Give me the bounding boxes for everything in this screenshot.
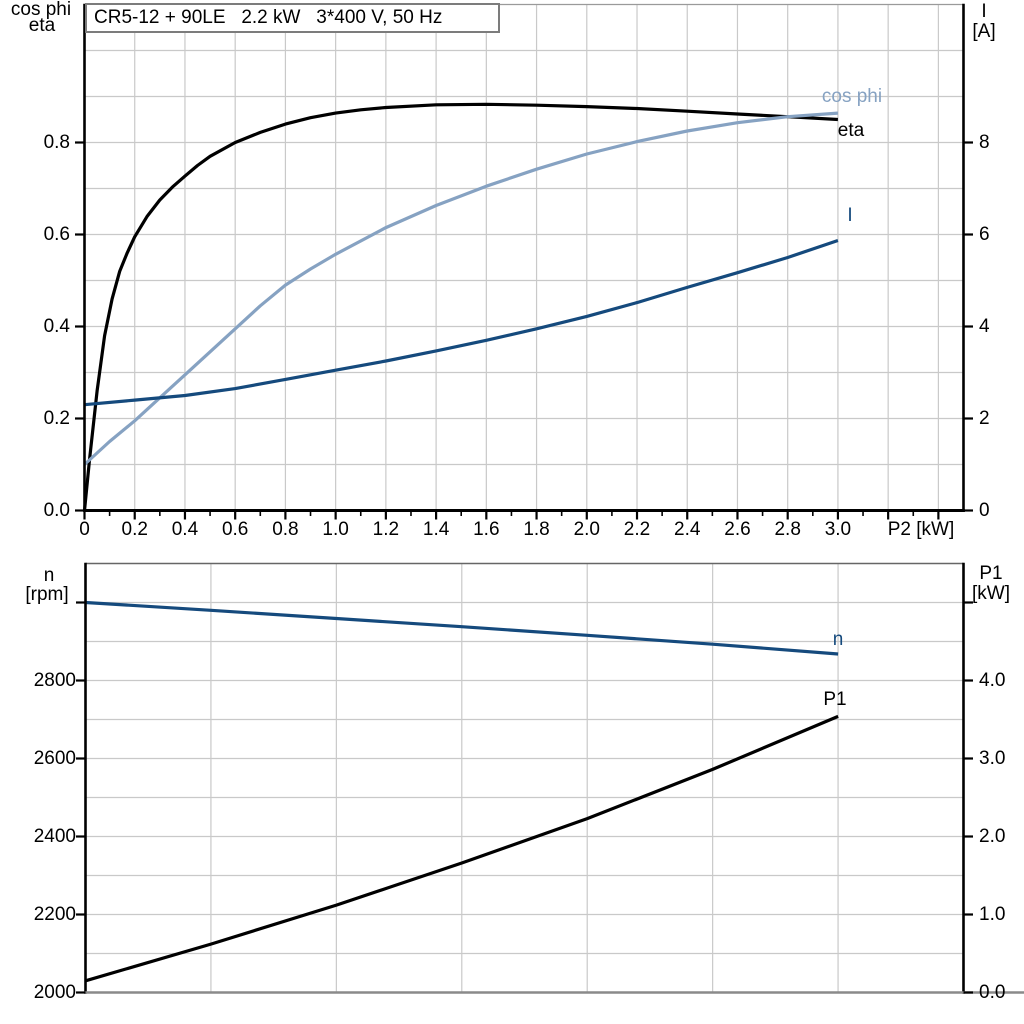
bottom-chart-curves bbox=[85, 600, 839, 983]
curve-n bbox=[85, 600, 839, 656]
bottom-chart-gridlines bbox=[85, 563, 964, 993]
curve-current bbox=[84, 238, 839, 407]
bottom-chart-axes bbox=[76, 562, 1024, 994]
curve-eta bbox=[82, 102, 838, 511]
curve-cos-phi bbox=[83, 111, 839, 466]
top-chart-axes bbox=[75, 3, 973, 520]
curve-p1 bbox=[85, 714, 839, 983]
top-chart-curves bbox=[82, 102, 839, 511]
top-chart-gridlines bbox=[84, 4, 964, 511]
